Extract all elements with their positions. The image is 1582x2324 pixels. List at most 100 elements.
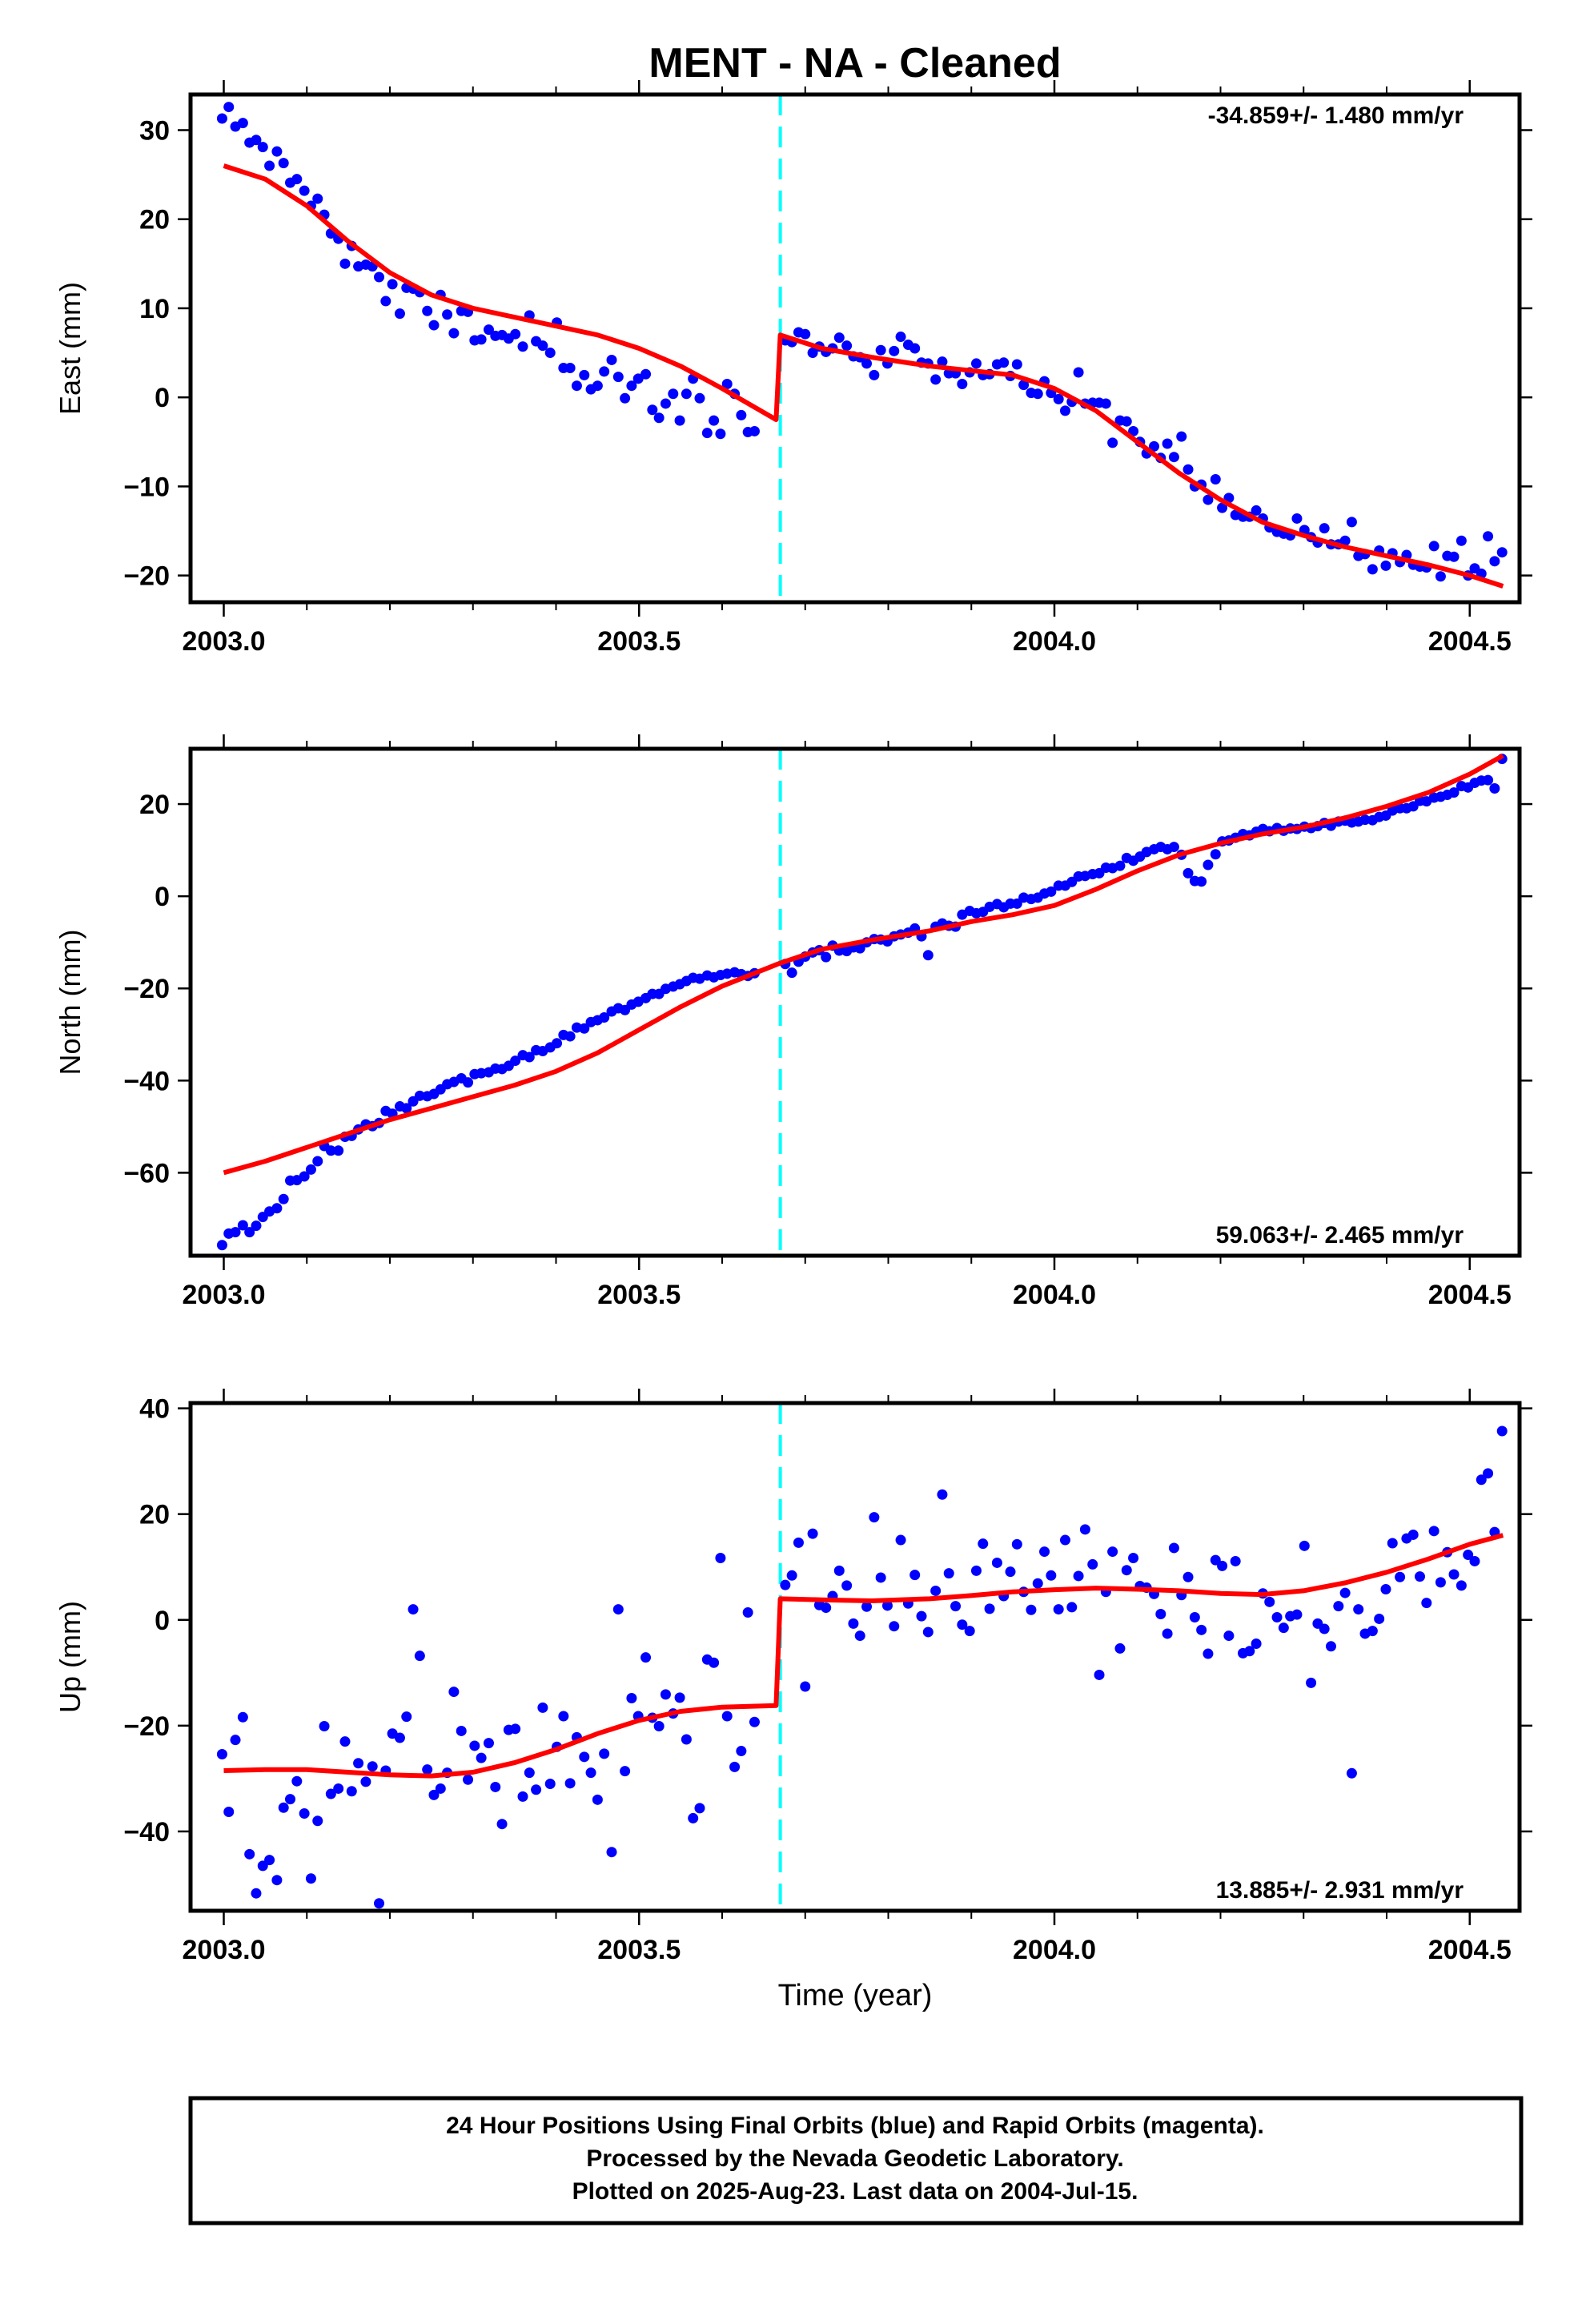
data-point bbox=[552, 1038, 563, 1049]
data-point bbox=[401, 1103, 412, 1114]
footer-box: 24 Hour Positions Using Final Orbits (bl… bbox=[188, 2096, 1524, 2225]
data-point bbox=[442, 309, 453, 320]
data-point bbox=[1107, 437, 1118, 448]
data-point bbox=[1114, 860, 1126, 871]
data-point bbox=[978, 1538, 989, 1550]
data-point bbox=[1489, 556, 1500, 567]
data-point bbox=[291, 174, 303, 185]
data-point bbox=[428, 1789, 440, 1800]
data-point bbox=[1496, 547, 1508, 558]
data-point bbox=[333, 1145, 344, 1156]
data-point bbox=[668, 388, 679, 400]
data-point bbox=[854, 943, 865, 954]
data-point bbox=[1428, 541, 1439, 552]
data-point bbox=[721, 1711, 733, 1722]
data-point bbox=[721, 378, 733, 389]
data-point bbox=[970, 1565, 982, 1576]
data-point bbox=[585, 1767, 596, 1779]
data-point bbox=[780, 1579, 791, 1590]
data-point bbox=[889, 1621, 900, 1632]
data-point bbox=[821, 1602, 832, 1614]
data-point bbox=[742, 1607, 753, 1618]
data-point bbox=[1217, 502, 1228, 513]
data-point bbox=[333, 1783, 344, 1794]
data-point bbox=[1387, 1538, 1398, 1549]
y-tick-label: 0 bbox=[155, 1606, 170, 1636]
data-point bbox=[821, 951, 832, 963]
data-point bbox=[244, 1848, 255, 1860]
data-point bbox=[1155, 1609, 1166, 1620]
data-point bbox=[1189, 1611, 1200, 1622]
data-point bbox=[380, 296, 391, 307]
y-axis-label: Up (mm) bbox=[54, 1601, 86, 1713]
data-point bbox=[592, 1794, 603, 1805]
y-tick-label: −40 bbox=[123, 1066, 170, 1096]
data-point bbox=[922, 950, 934, 961]
data-point bbox=[312, 193, 323, 204]
data-point bbox=[1483, 531, 1494, 542]
data-point bbox=[909, 1570, 921, 1581]
data-point bbox=[1271, 1611, 1283, 1622]
data-point bbox=[793, 1537, 804, 1548]
data-point bbox=[524, 1051, 535, 1063]
data-point bbox=[428, 320, 440, 331]
data-point bbox=[271, 146, 283, 157]
data-point bbox=[517, 1791, 528, 1802]
data-point bbox=[694, 1803, 705, 1814]
north-panel: 2003.0 2003.5 2004.0 2004.5 −60 −40 −20 0 20 Nort… bbox=[54, 734, 1532, 1310]
data-point bbox=[251, 1888, 262, 1899]
data-point bbox=[660, 398, 671, 409]
data-point bbox=[800, 328, 811, 340]
data-point bbox=[1203, 1648, 1214, 1659]
data-point bbox=[1149, 440, 1159, 452]
data-point bbox=[1114, 1642, 1126, 1654]
data-point bbox=[360, 1776, 371, 1787]
data-point bbox=[736, 409, 747, 420]
data-point bbox=[483, 1738, 494, 1749]
data-point bbox=[414, 1090, 425, 1101]
data-point bbox=[1448, 1569, 1460, 1580]
data-point bbox=[632, 373, 644, 384]
data-point bbox=[1018, 380, 1030, 391]
data-point bbox=[1448, 551, 1460, 562]
data-point bbox=[374, 271, 385, 283]
data-point bbox=[456, 1725, 467, 1736]
data-point bbox=[251, 1220, 262, 1232]
data-point bbox=[930, 1585, 942, 1596]
velocity-rate-label: -34.859+/- 1.480 mm/yr bbox=[1208, 103, 1464, 129]
data-point bbox=[524, 1767, 535, 1779]
data-point bbox=[626, 380, 637, 392]
data-point bbox=[1489, 782, 1500, 794]
data-point bbox=[544, 348, 556, 359]
data-point bbox=[1011, 898, 1022, 909]
data-point bbox=[1168, 842, 1179, 853]
y-tick-label: 30 bbox=[139, 115, 170, 146]
x-tick-label: 2004.5 bbox=[1428, 626, 1512, 657]
data-point bbox=[881, 1600, 893, 1611]
data-point bbox=[564, 362, 576, 373]
data-point bbox=[564, 1031, 576, 1042]
y-tick-label: −10 bbox=[123, 472, 170, 502]
data-point bbox=[448, 1687, 460, 1698]
data-point bbox=[579, 1751, 590, 1763]
data-point bbox=[1339, 1587, 1351, 1598]
data-point bbox=[1162, 1628, 1173, 1639]
y-tick-label: 20 bbox=[139, 205, 170, 235]
data-point bbox=[1203, 859, 1214, 870]
data-point bbox=[848, 1618, 859, 1629]
data-point bbox=[1039, 1546, 1050, 1558]
data-point bbox=[422, 1764, 433, 1775]
data-point bbox=[1456, 535, 1467, 546]
data-point bbox=[909, 343, 921, 354]
y-tick-label: 10 bbox=[139, 294, 170, 324]
data-point bbox=[1168, 1542, 1179, 1554]
data-point bbox=[1251, 1638, 1262, 1649]
y-tick-label: −20 bbox=[123, 974, 170, 1004]
data-point bbox=[422, 305, 433, 316]
data-point bbox=[339, 1736, 351, 1747]
x-tick-label: 2003.5 bbox=[597, 626, 681, 657]
data-point bbox=[1196, 1624, 1207, 1635]
data-point bbox=[861, 1601, 873, 1612]
data-point bbox=[1046, 1570, 1057, 1581]
data-point bbox=[579, 369, 590, 380]
